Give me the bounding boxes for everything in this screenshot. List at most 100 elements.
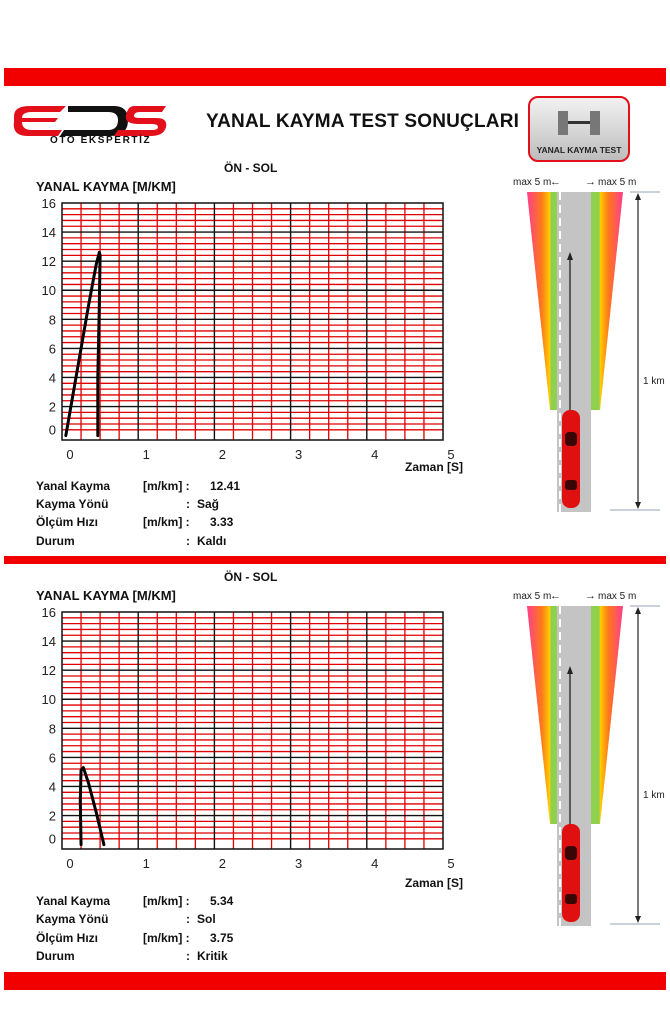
arrow-head-icon bbox=[567, 252, 573, 260]
info-unit: : bbox=[186, 497, 190, 511]
info-value: Sol bbox=[197, 912, 216, 926]
road-diagram: max 5 m← → max 5 m1 km bbox=[513, 176, 665, 512]
middle-red-bar bbox=[4, 556, 666, 564]
info-label: Durum bbox=[36, 949, 75, 963]
y-tick-label: 8 bbox=[49, 312, 56, 327]
top-red-bar bbox=[4, 68, 666, 86]
info-unit: [m/km] : bbox=[143, 479, 190, 493]
arrow-down-icon bbox=[635, 916, 641, 923]
y-tick-label: 16 bbox=[42, 605, 56, 620]
y-tick-label: 2 bbox=[49, 400, 56, 415]
x-tick-label: 4 bbox=[371, 856, 378, 871]
x-tick-label: 3 bbox=[295, 856, 302, 871]
x-tick-label: 1 bbox=[143, 856, 150, 871]
logo-subtitle: OTO EKSPERTİZ bbox=[50, 135, 152, 146]
y-tick-label: 14 bbox=[42, 225, 56, 240]
x-tick-label: 3 bbox=[295, 447, 302, 462]
x-tick-label: 5 bbox=[447, 856, 454, 871]
left-limit-label: max 5 m bbox=[513, 177, 551, 188]
left-limit-label: max 5 m bbox=[513, 591, 551, 602]
right-deviation-zone bbox=[590, 606, 623, 824]
car-rear-window bbox=[565, 480, 577, 490]
car-windshield bbox=[565, 846, 577, 860]
slip-curve bbox=[78, 766, 106, 847]
x-tick-label: 2 bbox=[219, 856, 226, 871]
slip-curve bbox=[64, 250, 102, 438]
right-limit-label: max 5 m bbox=[598, 177, 636, 188]
car-windshield bbox=[565, 432, 577, 446]
y-tick-label: 2 bbox=[49, 809, 56, 824]
y-tick-label: 0 bbox=[49, 423, 56, 438]
left-deviation-zone bbox=[527, 192, 560, 410]
info-unit: : bbox=[186, 949, 190, 963]
info-value: 12.41 bbox=[210, 479, 241, 493]
y-tick-label: 8 bbox=[49, 721, 56, 736]
car-icon bbox=[562, 410, 580, 508]
info-value: Kritik bbox=[197, 949, 228, 963]
section-title: ÖN - SOL bbox=[224, 570, 278, 584]
x-tick-label: 5 bbox=[447, 447, 454, 462]
arrow-left-icon: ← bbox=[550, 590, 561, 602]
info-unit: [m/km] : bbox=[143, 515, 190, 529]
y-tick-label: 10 bbox=[42, 283, 56, 298]
eds-logo-graphic bbox=[13, 106, 167, 136]
arrow-right-icon: → bbox=[585, 176, 596, 188]
y-tick-label: 6 bbox=[49, 341, 56, 356]
test-badge: YANAL KAYMA TEST bbox=[528, 96, 630, 162]
car-icon bbox=[562, 824, 580, 922]
car-rear-window bbox=[565, 894, 577, 904]
y-axis-label: YANAL KAYMA [M/KM] bbox=[36, 588, 176, 603]
page-title: YANAL KAYMA TEST SONUÇLARI bbox=[206, 111, 520, 132]
info-unit: [m/km] : bbox=[143, 931, 190, 945]
logo: OTO EKSPERTİZ bbox=[10, 100, 170, 148]
info-label: Yanal Kayma bbox=[36, 479, 111, 493]
arrow-up-icon bbox=[635, 193, 641, 200]
x-axis-label: Zaman [S] bbox=[405, 460, 464, 474]
y-tick-label: 12 bbox=[42, 254, 56, 269]
x-tick-label: 0 bbox=[66, 856, 73, 871]
info-label: Ölçüm Hızı bbox=[36, 931, 99, 945]
x-tick-label: 1 bbox=[143, 447, 150, 462]
y-tick-label: 4 bbox=[49, 779, 56, 794]
distance-label: 1 km bbox=[643, 790, 665, 801]
bottom-red-bar bbox=[4, 972, 666, 990]
y-axis-label: YANAL KAYMA [M/KM] bbox=[36, 179, 176, 194]
info-value: Kaldı bbox=[197, 534, 227, 548]
y-tick-label: 0 bbox=[49, 832, 56, 847]
section-front-left-1: ÖN - SOL YANAL KAYMA [M/KM] 0 2 4 6 8 10 12 14 1… bbox=[0, 158, 670, 554]
info-value: 3.33 bbox=[210, 515, 234, 529]
y-tick-label: 16 bbox=[42, 196, 56, 211]
left-deviation-zone bbox=[527, 606, 560, 824]
y-tick-label: 14 bbox=[42, 634, 56, 649]
x-axis-label: Zaman [S] bbox=[405, 876, 464, 890]
x-tick-label: 4 bbox=[371, 447, 378, 462]
info-value: 3.75 bbox=[210, 931, 234, 945]
info-label: Ölçüm Hızı bbox=[36, 515, 99, 529]
info-label: Kayma Yönü bbox=[36, 497, 109, 511]
x-tick-label: 0 bbox=[66, 447, 73, 462]
section-title: ÖN - SOL bbox=[224, 161, 278, 175]
info-unit: : bbox=[186, 534, 190, 548]
right-deviation-zone bbox=[590, 192, 623, 410]
y-tick-label: 6 bbox=[49, 750, 56, 765]
info-label: Durum bbox=[36, 534, 75, 548]
info-value: Sağ bbox=[197, 497, 220, 511]
plot-border bbox=[61, 611, 444, 850]
arrow-down-icon bbox=[635, 502, 641, 509]
info-label: Kayma Yönü bbox=[36, 912, 109, 926]
y-tick-label: 10 bbox=[42, 692, 56, 707]
axle-icon bbox=[558, 111, 600, 135]
x-tick-label: 2 bbox=[219, 447, 226, 462]
arrow-right-icon: → bbox=[585, 590, 596, 602]
arrow-left-icon: ← bbox=[550, 176, 561, 188]
distance-label: 1 km bbox=[643, 376, 665, 387]
road-diagram: max 5 m← → max 5 m1 km bbox=[513, 590, 665, 926]
info-value: 5.34 bbox=[210, 894, 234, 908]
info-unit: : bbox=[186, 912, 190, 926]
plot-border bbox=[61, 202, 444, 441]
info-label: Yanal Kayma bbox=[36, 894, 111, 908]
y-tick-label: 4 bbox=[49, 370, 56, 385]
badge-label: YANAL KAYMA TEST bbox=[536, 145, 622, 155]
